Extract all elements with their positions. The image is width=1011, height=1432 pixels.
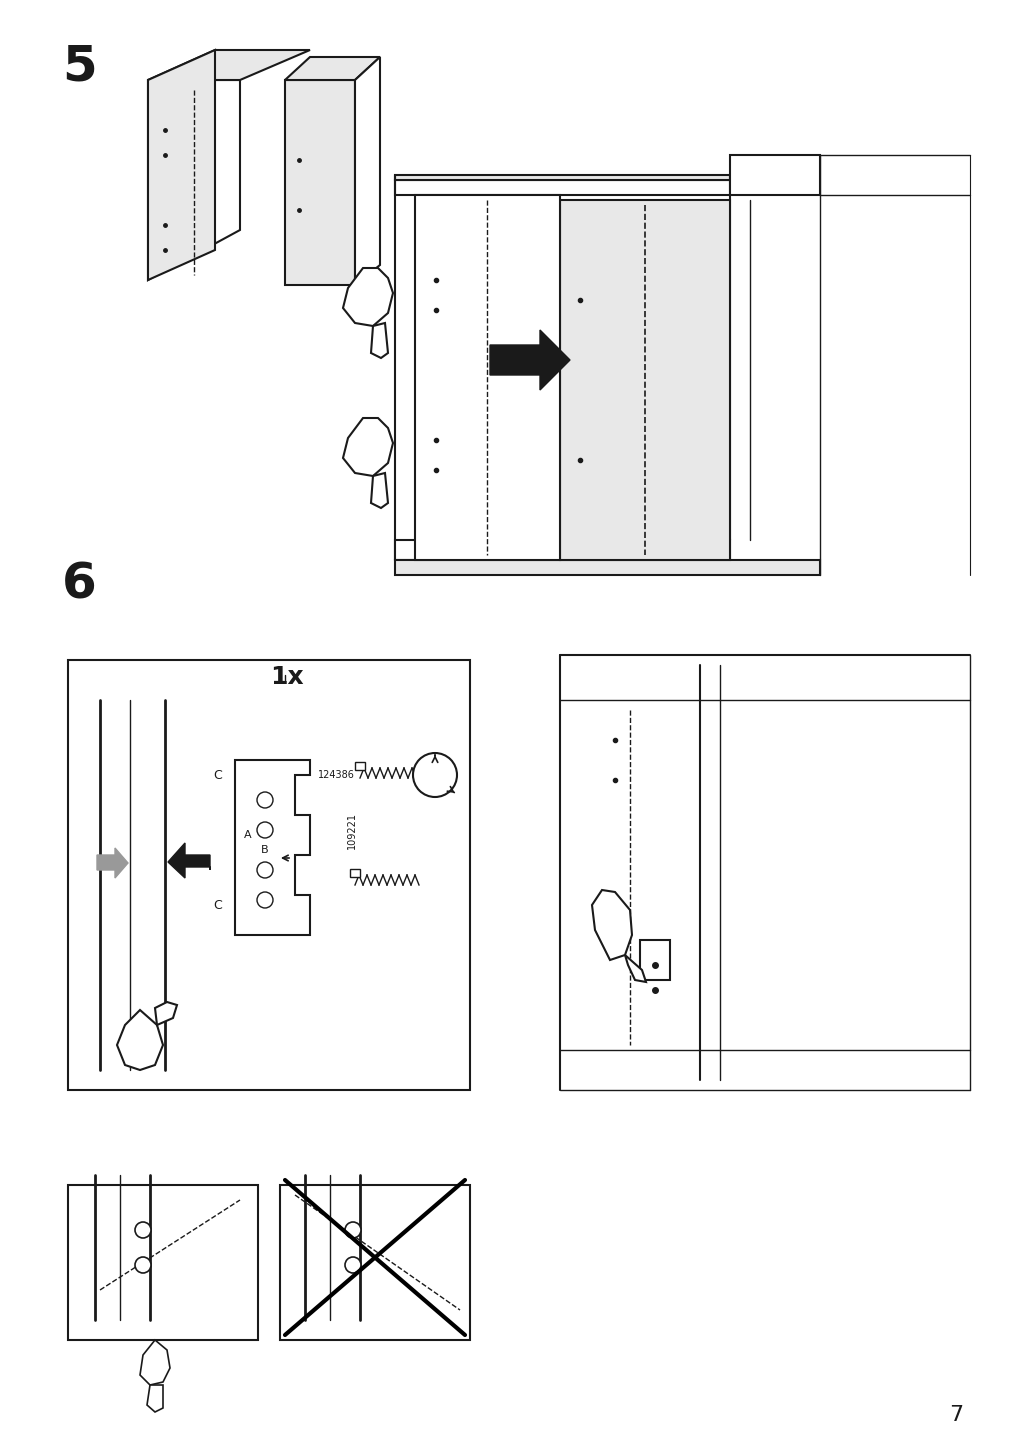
Text: B: B <box>261 845 269 855</box>
Bar <box>68 660 469 1090</box>
Polygon shape <box>285 80 355 285</box>
Bar <box>350 869 360 876</box>
Polygon shape <box>355 57 379 285</box>
Polygon shape <box>729 155 819 195</box>
Polygon shape <box>394 180 729 195</box>
Polygon shape <box>155 1002 177 1025</box>
Polygon shape <box>625 955 645 982</box>
Polygon shape <box>285 57 379 80</box>
Circle shape <box>134 1221 151 1239</box>
Bar <box>68 1186 258 1340</box>
Polygon shape <box>148 50 309 80</box>
Polygon shape <box>489 329 569 390</box>
Text: 109221: 109221 <box>347 812 357 849</box>
Text: 124386: 124386 <box>317 770 355 780</box>
Text: 5: 5 <box>62 42 97 90</box>
Circle shape <box>257 862 273 878</box>
Polygon shape <box>148 80 240 281</box>
Polygon shape <box>343 418 392 475</box>
Circle shape <box>134 1257 151 1273</box>
Polygon shape <box>147 1385 163 1412</box>
Polygon shape <box>591 891 632 959</box>
Polygon shape <box>415 195 559 560</box>
Text: 1x: 1x <box>270 664 303 689</box>
Text: A: A <box>244 831 252 841</box>
Polygon shape <box>235 760 309 935</box>
Polygon shape <box>371 324 387 358</box>
Circle shape <box>345 1257 361 1273</box>
Polygon shape <box>394 540 729 560</box>
Polygon shape <box>148 50 214 281</box>
Polygon shape <box>394 175 729 180</box>
Polygon shape <box>117 1010 163 1070</box>
Polygon shape <box>97 848 127 878</box>
Text: 7: 7 <box>948 1405 962 1425</box>
Polygon shape <box>559 200 729 560</box>
Polygon shape <box>394 560 819 576</box>
Text: C: C <box>213 898 222 912</box>
Bar <box>355 762 365 770</box>
Circle shape <box>257 792 273 808</box>
Circle shape <box>257 892 273 908</box>
Bar <box>280 1186 469 1340</box>
Circle shape <box>257 822 273 838</box>
Polygon shape <box>371 473 387 508</box>
Text: C: C <box>213 769 222 782</box>
Polygon shape <box>140 1340 170 1385</box>
Circle shape <box>412 753 457 798</box>
Bar <box>639 939 669 979</box>
Polygon shape <box>343 268 392 326</box>
Polygon shape <box>168 843 210 878</box>
Circle shape <box>345 1221 361 1239</box>
Text: 6: 6 <box>62 560 97 609</box>
